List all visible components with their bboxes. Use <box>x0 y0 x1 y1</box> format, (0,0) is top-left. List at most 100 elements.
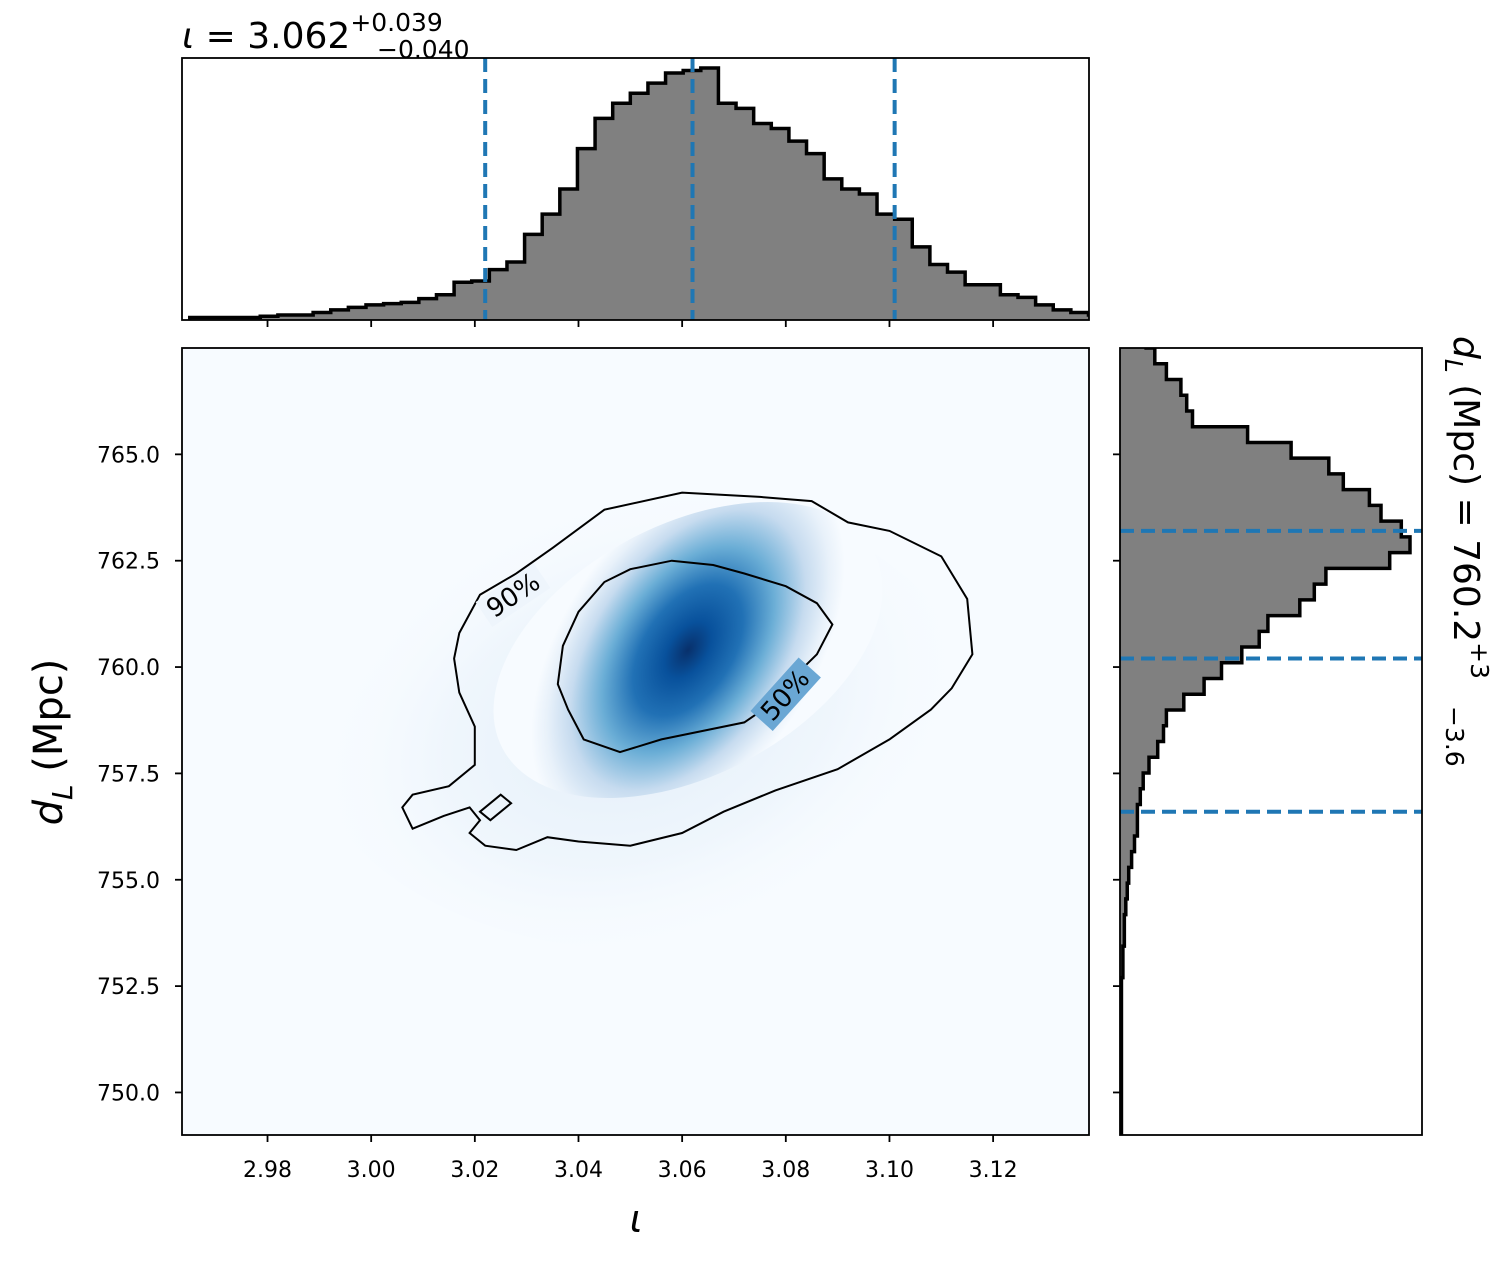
y-tick-label: 765.0 <box>97 443 160 468</box>
y-axis-label: dL (Mpc) <box>26 659 79 826</box>
dL-histogram-bar <box>1120 379 1181 396</box>
iota-histogram-bar <box>313 312 332 320</box>
dL-histogram-bar <box>1120 647 1242 664</box>
dL-histogram-bar <box>1120 867 1129 884</box>
dL-histogram-bar <box>1120 49 1121 65</box>
dL-histogram-bar <box>1120 363 1167 380</box>
iota-marginal-xticks <box>266 320 995 327</box>
iota-histogram-bar <box>647 83 667 320</box>
iota-histogram-bar <box>383 303 402 320</box>
dL-histogram-bar <box>1120 521 1402 538</box>
dL-histogram-bar <box>1120 348 1147 349</box>
iota-histogram-bar <box>401 302 420 320</box>
dL-histogram-bar <box>1120 112 1121 128</box>
dL-histogram-bar <box>1120 772 1144 790</box>
iota-histogram-bar <box>577 148 596 320</box>
dL-histogram-bar <box>1120 678 1205 695</box>
joint-density-heatmap: 90% 50% <box>300 490 980 950</box>
dL-histogram-bar <box>1120 552 1390 569</box>
dL-histogram-bar <box>1120 710 1167 727</box>
dL-histogram-bar <box>1120 631 1260 648</box>
joint-density-panel: 90% 50% 2.98 3.00 3.02 3.04 3.06 3.08 3.10 3.12… <box>26 347 1090 1241</box>
dL-histogram-bar <box>1120 725 1164 742</box>
dL-title-median: 760.2 <box>1445 539 1486 642</box>
iota-histogram-bar <box>700 68 719 320</box>
dL-marginal-yticks <box>1113 453 1120 1094</box>
iota-histogram-bar <box>260 316 279 320</box>
dL-histogram-bar <box>1120 662 1222 680</box>
dL-histogram-bar <box>1120 489 1370 506</box>
x-tick-label: 3.08 <box>761 1158 810 1183</box>
iota-title-median: 3.062 <box>247 16 350 57</box>
iota-histogram-bar <box>947 272 966 320</box>
iota-marginal-title: ι = 3.062+0.039 <box>182 8 443 57</box>
dL-histogram-bar <box>1120 395 1187 412</box>
iota-histogram-bar <box>736 108 755 320</box>
y-tick-label: 755.0 <box>97 869 160 894</box>
iota-histogram-bar <box>877 214 896 320</box>
iota-histogram-bar <box>1124 317 1142 320</box>
iota-histogram-bar <box>489 269 508 320</box>
iota-histogram-bar <box>965 284 984 320</box>
dL-histogram-bar <box>1120 96 1121 112</box>
iota-histogram-bar <box>841 188 860 320</box>
dL-histogram-bar <box>1120 835 1135 853</box>
iota-histogram-bar <box>718 103 737 320</box>
iota-histogram-bar <box>365 304 385 320</box>
dL-histogram-bar <box>1120 820 1138 837</box>
iota-histogram-bar <box>929 264 949 320</box>
iota-histogram-bar <box>1017 297 1037 320</box>
iota-quantile-lines <box>483 58 897 320</box>
joint-yticks: 750.0 752.5 755.0 757.5 760.0 762.5 765.0 <box>97 443 182 1106</box>
dL-histogram-bar <box>1120 80 1121 96</box>
dL-histogram-bar <box>1120 615 1268 632</box>
y-label-sub: L <box>46 784 79 800</box>
iota-histogram-bar <box>788 141 808 320</box>
iota-marginal-frame <box>181 57 1090 321</box>
dL-histogram-bar <box>1120 898 1126 916</box>
dL-title-minus: −3.6 <box>1440 706 1469 767</box>
dL-histogram-bar <box>1120 694 1184 711</box>
iota-histogram-step-outline <box>188 66 1089 320</box>
joint-xticks: 2.98 3.00 3.02 3.04 3.06 3.08 3.10 3.12 <box>243 1135 1018 1183</box>
y-label-unit: (Mpc) <box>26 659 72 772</box>
dL-histogram-bar <box>1120 159 1121 175</box>
dL-histogram-bar <box>1120 285 1129 301</box>
iota-marginal-panel: ι = 3.062+0.039 −0.040 <box>181 8 1142 327</box>
dL-marginal-panel: dL (Mpc) = 760.2+3 −3.6 <box>1113 49 1494 1136</box>
dL-histogram-bar <box>1120 851 1132 868</box>
y-tick-label: 752.5 <box>97 975 160 1000</box>
x-axis-label: ι <box>630 1197 643 1241</box>
x-tick-label: 3.10 <box>865 1158 914 1183</box>
dL-histogram-bar <box>1120 505 1381 522</box>
contour-50-label-gap <box>750 657 821 732</box>
contour-90-label-gap <box>475 562 551 628</box>
dL-histogram-bar <box>1120 301 1132 317</box>
iota-histogram-bar <box>436 294 455 320</box>
iota-histogram-bar <box>859 194 878 320</box>
dL-histogram-bar <box>1120 426 1248 443</box>
dL-histogram-bar <box>1120 458 1329 475</box>
x-tick-label: 3.04 <box>554 1158 603 1183</box>
iota-histogram-bar <box>1000 294 1019 320</box>
dL-histogram-bar <box>1120 741 1158 758</box>
dL-histogram-bar <box>1120 143 1121 159</box>
y-tick-label: 750.0 <box>97 1081 160 1106</box>
dL-histogram-bar <box>1120 206 1121 222</box>
iota-histogram-bar <box>824 178 843 320</box>
iota-title-symbol: ι <box>182 16 194 57</box>
iota-histogram-bar <box>277 314 297 320</box>
dL-quantile-lines <box>1120 528 1422 814</box>
dL-histogram-bar <box>1120 473 1344 491</box>
iota-histogram-bar <box>612 103 631 320</box>
iota-histogram-bar <box>506 262 526 320</box>
dL-histogram-bar <box>1120 536 1410 554</box>
dL-histogram-bar <box>1120 883 1128 900</box>
iota-histogram-bar <box>1053 309 1072 320</box>
y-tick-label: 760.0 <box>97 656 160 681</box>
y-label-symbol: d <box>26 799 72 825</box>
x-tick-label: 3.02 <box>450 1158 499 1183</box>
iota-histogram-bar <box>1070 312 1089 320</box>
iota-histogram-bar <box>1106 315 1124 320</box>
dL-histogram-bar <box>1120 788 1141 805</box>
